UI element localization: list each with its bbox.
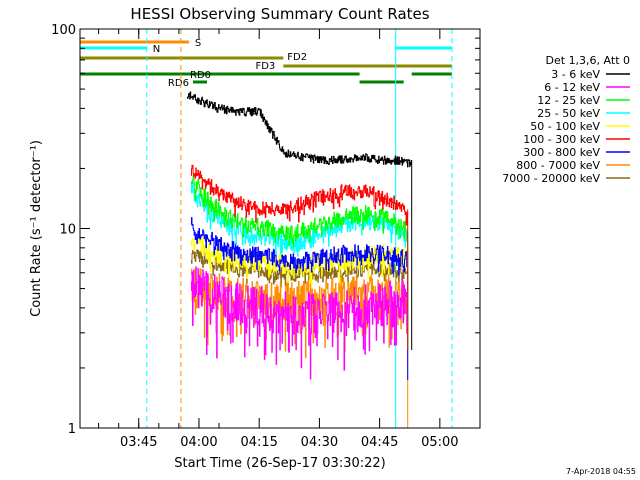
legend-label: 50 - 100 keV <box>530 120 600 133</box>
flag-label: FD3 <box>255 61 275 72</box>
legend-label: 800 - 7000 keV <box>516 159 600 172</box>
legend-label: 6 - 12 keV <box>544 81 600 94</box>
series-line-3to6keV <box>186 91 413 350</box>
series-line-100to300keV <box>190 164 409 350</box>
flag-label: N <box>153 44 160 55</box>
legend-label: 12 - 25 keV <box>537 94 600 107</box>
flag-label: RD0 <box>190 70 211 81</box>
flag-label: RD6 <box>168 78 189 89</box>
x-tick-label: 04:15 <box>240 435 277 450</box>
flag-label: FD2 <box>287 52 307 63</box>
x-tick-label: 05:00 <box>421 435 458 450</box>
legend-header: Det 1,3,6, Att 0 <box>546 54 630 67</box>
y-tick-label: 100 <box>51 23 76 38</box>
chart-title: HESSI Observing Summary Count Rates <box>130 5 429 23</box>
series-line-12to25keV <box>190 174 409 350</box>
y-axis-label: Count Rate (s⁻¹ detector⁻¹) <box>29 140 44 317</box>
y-tick-label: 1 <box>68 422 76 437</box>
legend-label: 3 - 6 keV <box>551 68 600 81</box>
x-tick-label: 04:30 <box>301 435 338 450</box>
series-line-7000to20000keV <box>190 249 409 350</box>
flag-label: S <box>195 38 201 49</box>
x-axis-label: Start Time (26-Sep-17 03:30:22) <box>174 456 385 471</box>
x-tick-label: 04:00 <box>180 435 217 450</box>
date-stamp: 7-Apr-2018 04:55 <box>566 467 636 476</box>
y-tick-label: 10 <box>59 223 76 238</box>
legend-label: 100 - 300 keV <box>523 133 600 146</box>
x-tick-label: 04:45 <box>361 435 398 450</box>
legend-label: 300 - 800 keV <box>523 146 600 159</box>
legend-label: 25 - 50 keV <box>537 107 600 120</box>
series-line-300to800keV <box>190 217 409 380</box>
legend-label: 7000 - 20000 keV <box>502 172 600 185</box>
series-line-6to12keV <box>190 266 409 380</box>
x-tick-label: 03:45 <box>120 435 157 450</box>
